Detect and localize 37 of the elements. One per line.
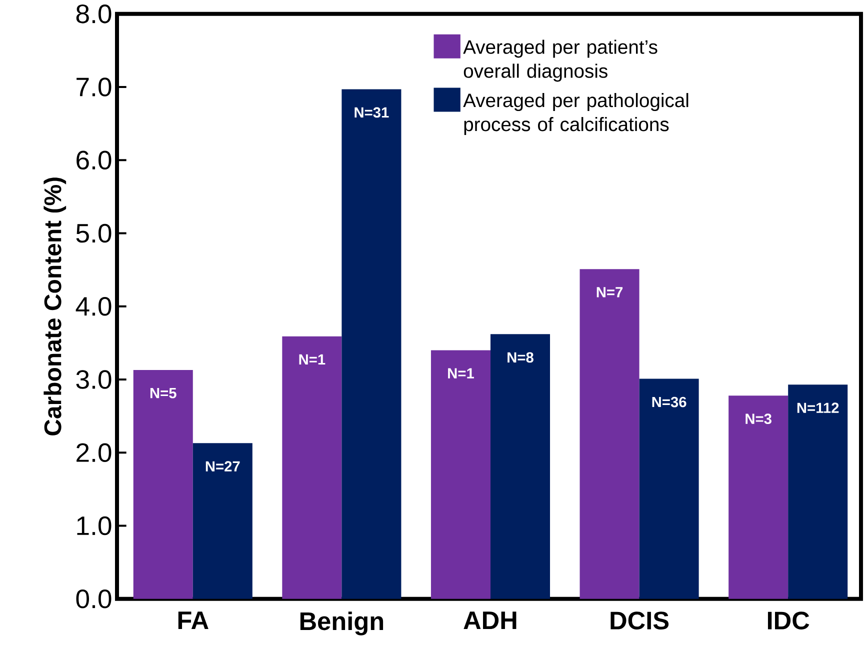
legend-label: Averaged per patient’s overall diagnosis: [463, 40, 658, 82]
annotation: N=8: [508, 352, 534, 363]
y-tick-label: 5.0: [76, 224, 112, 243]
y-tick-label: 7.0: [76, 78, 112, 96]
legend-label: Averaged per pathological process of calcifications: [463, 93, 688, 136]
bar: [639, 378, 699, 599]
bar: [430, 350, 490, 599]
bar: [133, 370, 193, 599]
annotation: N=7: [596, 287, 623, 298]
bar: [490, 334, 550, 599]
annotation: N=27: [206, 461, 240, 472]
y-tick-label: 4.0: [76, 297, 112, 316]
bar: [580, 269, 640, 599]
annotation: N=31: [354, 107, 389, 118]
x-tick-label: IDC: [768, 612, 810, 630]
annotation: N=112: [797, 402, 839, 413]
y-tick-label: 6.0: [76, 150, 112, 170]
bar: [728, 396, 788, 599]
annotation: N=5: [150, 388, 176, 398]
bar: [282, 336, 342, 599]
annotation: N=3: [746, 414, 772, 424]
x-tick-label: ADH: [464, 612, 516, 630]
y-tick-label: 2.0: [76, 443, 112, 462]
bar: [342, 89, 402, 599]
y-axis-title: Carbonate Content (%): [44, 178, 66, 436]
annotation: N=1: [299, 354, 326, 365]
annotation: N=1: [448, 368, 474, 378]
x-tick-label: Benign: [300, 612, 384, 636]
y-tick-label: 8.0: [76, 4, 112, 24]
x-tick-label: DCIS: [610, 612, 669, 630]
x-tick-label: FA: [178, 612, 208, 630]
bar: [788, 384, 848, 599]
y-tick-label: 1.0: [77, 516, 112, 536]
annotation: N=36: [652, 396, 686, 408]
y-tick-label: 0.0: [76, 590, 112, 608]
bar: [192, 443, 252, 599]
y-tick-label: 3.0: [76, 370, 112, 389]
